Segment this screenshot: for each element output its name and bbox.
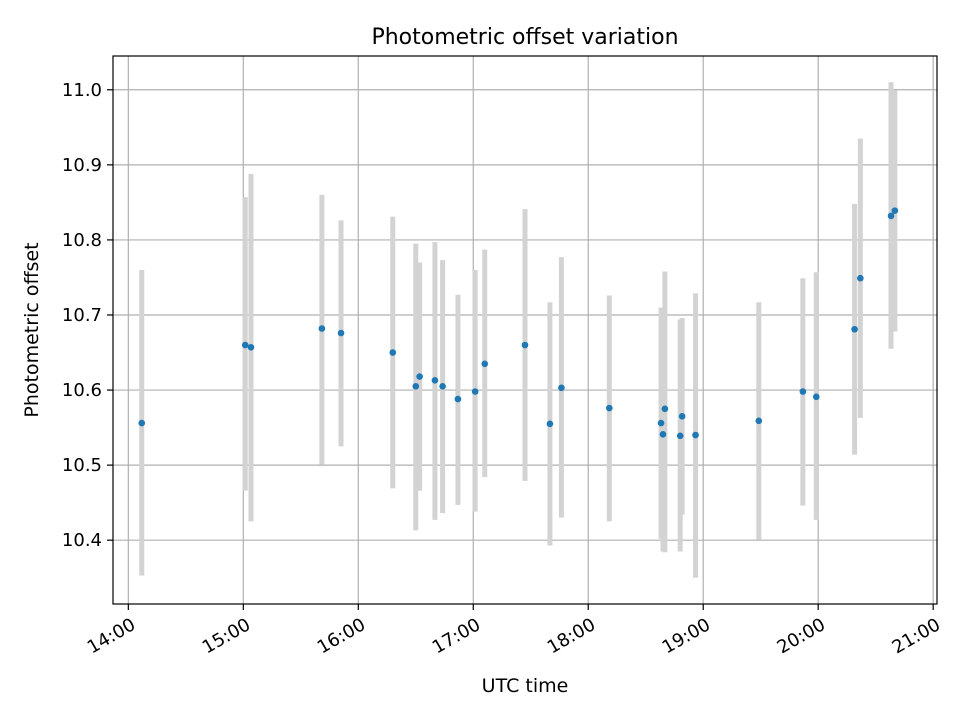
data-point [891, 207, 899, 214]
data-point [337, 329, 345, 337]
data-point [412, 383, 420, 390]
data-point [546, 420, 554, 428]
plot-frame [112, 55, 938, 605]
y-tick-label: 10.7 [62, 305, 102, 326]
data-point [799, 388, 807, 395]
x-axis-label: UTC time [482, 675, 569, 697]
y-tick-label: 11.0 [62, 80, 102, 101]
data-point [857, 274, 864, 282]
data-point [138, 419, 146, 427]
y-tick-label: 10.4 [62, 530, 102, 551]
data-point [659, 431, 667, 438]
data-point [676, 432, 684, 440]
data-point [454, 395, 462, 403]
data-point [755, 417, 763, 425]
data-point [431, 376, 439, 384]
y-tick-label: 10.5 [62, 455, 102, 476]
data-points [138, 207, 899, 440]
y-tick-label: 10.8 [62, 230, 102, 251]
chart-title: Photometric offset variation [371, 25, 678, 50]
data-point [851, 325, 858, 333]
data-point [521, 341, 529, 349]
data-point [481, 360, 489, 368]
data-point [812, 393, 820, 401]
y-axis-label: Photometric offset [21, 242, 43, 417]
data-point [606, 404, 613, 412]
data-point [318, 325, 326, 332]
data-point [389, 349, 397, 356]
data-point [416, 373, 423, 380]
data-point [887, 212, 895, 220]
data-point [558, 384, 565, 392]
data-point [692, 431, 699, 439]
data-point [247, 343, 255, 351]
data-point [241, 341, 249, 349]
data-point [678, 413, 686, 420]
data-point [471, 388, 479, 395]
data-point [661, 405, 669, 413]
data-point [439, 383, 446, 390]
y-tick-label: 10.6 [62, 380, 102, 401]
y-tick-label: 10.9 [62, 155, 102, 176]
data-point [657, 419, 665, 427]
